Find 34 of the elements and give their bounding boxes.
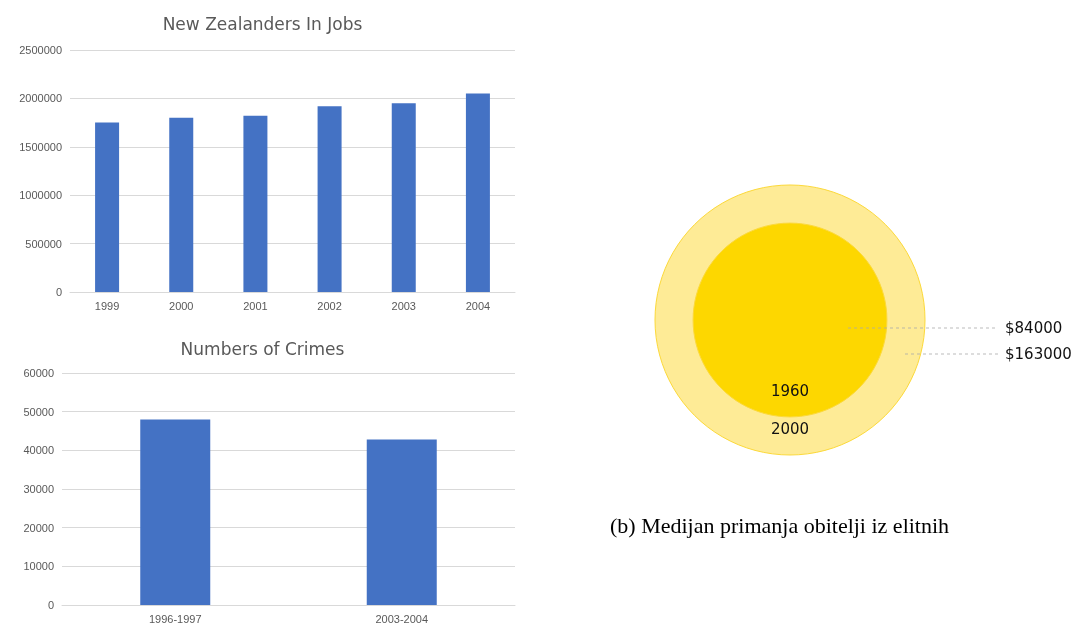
- x-tick-label: 2001: [243, 299, 268, 312]
- y-tick-label: 1500000: [19, 140, 62, 153]
- x-tick-label: 2003: [391, 299, 416, 312]
- bar: [95, 122, 120, 292]
- chart-title: Numbers of Crimes: [180, 338, 345, 359]
- bar: [317, 106, 342, 292]
- x-tick-label: 2003-2004: [375, 612, 429, 625]
- x-tick-label: 2000: [169, 299, 194, 312]
- x-tick-label: 2002: [317, 299, 342, 312]
- y-tick-label: 60000: [23, 367, 54, 379]
- y-tick-label: 2000000: [19, 92, 62, 105]
- bar: [391, 103, 416, 292]
- y-tick-label: 30000: [23, 483, 54, 495]
- y-tick-label: 10000: [23, 560, 54, 573]
- data-label: $84000: [1005, 319, 1063, 337]
- y-tick-label: 2500000: [19, 44, 62, 56]
- chart-title: New Zealanders In Jobs: [162, 13, 363, 34]
- bar: [169, 117, 194, 292]
- category-label: 1960: [770, 381, 810, 400]
- x-tick-label: 2004: [465, 299, 491, 312]
- bar: [243, 115, 268, 292]
- y-tick-label: 20000: [23, 521, 54, 534]
- x-tick-label: 1996-1997: [148, 612, 202, 625]
- text: (b) Medijan primanja obitelji iz elitnih: [610, 512, 950, 538]
- bar: [465, 93, 490, 292]
- y-tick-label: 0: [47, 599, 54, 611]
- y-tick-label: 1000000: [19, 189, 62, 202]
- category-label: 2000: [770, 420, 810, 438]
- y-tick-label: 0: [55, 286, 62, 298]
- y-tick-label: 40000: [23, 444, 54, 457]
- y-tick-label: 500000: [25, 237, 62, 250]
- y-tick-label: 50000: [23, 405, 54, 418]
- data-label: $163000: [1005, 345, 1072, 363]
- x-tick-label: 1999: [94, 299, 120, 312]
